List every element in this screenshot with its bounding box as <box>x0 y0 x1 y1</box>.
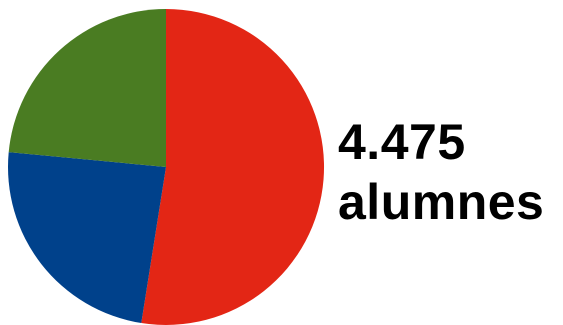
total-students-label: 4.475 alumnes <box>338 112 563 232</box>
pie-slice-blue <box>7 152 166 324</box>
total-students-number: 4.475 <box>338 114 466 170</box>
pie-chart <box>7 8 325 325</box>
total-students-unit: alumnes <box>338 174 545 230</box>
pie-slice-green <box>8 9 167 167</box>
pie-slice-red <box>141 8 325 325</box>
